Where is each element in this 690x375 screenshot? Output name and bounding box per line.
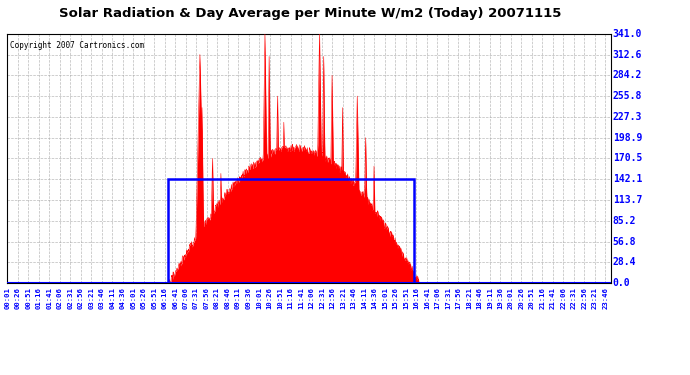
Text: 07:31: 07:31: [193, 287, 199, 309]
Text: 170.5: 170.5: [613, 153, 642, 164]
Text: 15:51: 15:51: [403, 287, 409, 309]
Text: 19:11: 19:11: [487, 287, 493, 309]
Text: 09:11: 09:11: [235, 287, 241, 309]
Text: 18:21: 18:21: [466, 287, 472, 309]
Text: 10:26: 10:26: [266, 287, 273, 309]
Text: 00:26: 00:26: [14, 287, 21, 309]
Text: 284.2: 284.2: [613, 70, 642, 80]
Text: 02:56: 02:56: [78, 287, 83, 309]
Text: 12:56: 12:56: [330, 287, 335, 309]
Text: 07:56: 07:56: [204, 287, 210, 309]
Text: 00:51: 00:51: [26, 287, 31, 309]
Text: 12:31: 12:31: [319, 287, 325, 309]
Text: 198.9: 198.9: [613, 133, 642, 142]
Text: 341.0: 341.0: [613, 29, 642, 39]
Text: 22:06: 22:06: [560, 287, 566, 309]
Text: 15:01: 15:01: [382, 287, 388, 309]
Text: 10:01: 10:01: [256, 287, 262, 309]
Text: 255.8: 255.8: [613, 91, 642, 101]
Text: 23:46: 23:46: [602, 287, 608, 309]
Text: 21:41: 21:41: [550, 287, 555, 309]
Text: 56.8: 56.8: [613, 237, 636, 247]
Text: 05:51: 05:51: [151, 287, 157, 309]
Text: 01:41: 01:41: [46, 287, 52, 309]
Text: 16:16: 16:16: [413, 287, 420, 309]
Text: Copyright 2007 Cartronics.com: Copyright 2007 Cartronics.com: [10, 41, 144, 50]
Text: 06:16: 06:16: [161, 287, 168, 309]
Text: 10:51: 10:51: [277, 287, 283, 309]
Text: 05:01: 05:01: [130, 287, 136, 309]
Text: 17:31: 17:31: [445, 287, 451, 309]
Text: 14:11: 14:11: [361, 287, 367, 309]
Text: 08:46: 08:46: [224, 287, 230, 309]
Text: 21:16: 21:16: [540, 287, 545, 309]
Text: 85.2: 85.2: [613, 216, 636, 226]
Bar: [168, 179, 414, 283]
Text: 13:21: 13:21: [340, 287, 346, 309]
Text: 09:36: 09:36: [246, 287, 252, 309]
Text: 16:41: 16:41: [424, 287, 430, 309]
Text: 15:26: 15:26: [393, 287, 398, 309]
Text: 23:21: 23:21: [592, 287, 598, 309]
Text: 06:41: 06:41: [172, 287, 178, 309]
Text: 12:06: 12:06: [308, 287, 315, 309]
Text: 14:36: 14:36: [371, 287, 377, 309]
Text: 20:51: 20:51: [529, 287, 535, 309]
Text: 19:36: 19:36: [497, 287, 503, 309]
Text: 312.6: 312.6: [613, 50, 642, 60]
Text: 04:11: 04:11: [109, 287, 115, 309]
Text: 142.1: 142.1: [613, 174, 642, 184]
Text: 17:56: 17:56: [455, 287, 462, 309]
Text: 0.0: 0.0: [613, 278, 631, 288]
Text: 22:56: 22:56: [581, 287, 587, 309]
Text: 02:06: 02:06: [57, 287, 63, 309]
Text: 05:26: 05:26: [141, 287, 147, 309]
Text: 11:16: 11:16: [288, 287, 293, 309]
Text: 01:16: 01:16: [36, 287, 42, 309]
Text: 20:01: 20:01: [508, 287, 514, 309]
Text: 17:06: 17:06: [435, 287, 440, 309]
Text: 08:21: 08:21: [214, 287, 220, 309]
Text: 03:21: 03:21: [88, 287, 95, 309]
Text: 22:31: 22:31: [571, 287, 577, 309]
Text: 113.7: 113.7: [613, 195, 642, 205]
Text: Solar Radiation & Day Average per Minute W/m2 (Today) 20071115: Solar Radiation & Day Average per Minute…: [59, 8, 562, 21]
Text: 20:26: 20:26: [518, 287, 524, 309]
Text: 02:31: 02:31: [67, 287, 73, 309]
Text: 07:06: 07:06: [183, 287, 188, 309]
Text: 11:41: 11:41: [298, 287, 304, 309]
Text: 28.4: 28.4: [613, 257, 636, 267]
Text: 04:36: 04:36: [119, 287, 126, 309]
Text: 03:46: 03:46: [99, 287, 105, 309]
Text: 13:46: 13:46: [351, 287, 357, 309]
Text: 227.3: 227.3: [613, 112, 642, 122]
Text: 18:46: 18:46: [476, 287, 482, 309]
Text: 00:01: 00:01: [4, 287, 10, 309]
